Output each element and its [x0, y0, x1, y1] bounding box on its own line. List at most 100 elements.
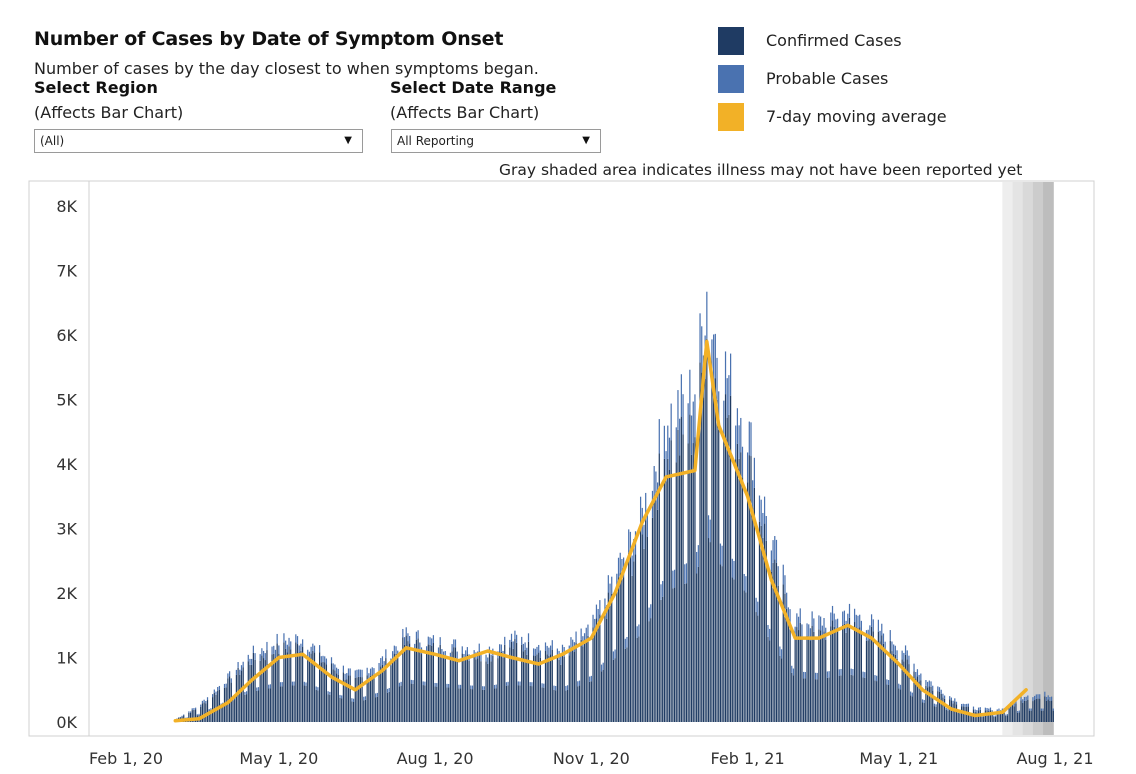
- bar-confirmed: [682, 434, 684, 722]
- bar-confirmed: [505, 685, 508, 722]
- bar-probable: [325, 658, 328, 665]
- bar-probable: [595, 604, 598, 619]
- bar-confirmed: [339, 697, 341, 722]
- bar-probable: [482, 686, 484, 690]
- bar-confirmed: [590, 681, 592, 722]
- y-tick-label: 0K: [56, 713, 77, 732]
- bar-confirmed: [303, 685, 305, 722]
- bar-probable: [400, 681, 402, 686]
- bar-probable: [341, 695, 343, 699]
- bar-probable: [485, 654, 487, 662]
- bar-probable: [230, 678, 232, 683]
- bar-probable: [677, 390, 679, 430]
- bar-probable: [1044, 691, 1046, 697]
- bar-probable: [855, 614, 857, 628]
- bar-probable: [532, 648, 535, 656]
- bar-confirmed: [772, 562, 774, 722]
- bar-confirmed: [696, 573, 698, 722]
- bar-probable: [801, 624, 803, 637]
- y-tick-label: 4K: [56, 455, 77, 474]
- bar-probable: [575, 631, 577, 643]
- bar-probable: [417, 630, 419, 639]
- bar-confirmed: [1000, 712, 1002, 722]
- bar-confirmed: [848, 617, 851, 722]
- bar-probable: [351, 698, 353, 702]
- bar-confirmed: [342, 672, 345, 722]
- region-dropdown[interactable]: (All) ▼: [34, 129, 363, 153]
- bar-probable: [894, 645, 896, 655]
- bar-confirmed: [735, 459, 737, 722]
- bar-confirmed: [804, 678, 806, 722]
- bar-confirmed: [402, 637, 404, 722]
- bar-confirmed: [971, 715, 973, 722]
- bar-probable: [762, 512, 764, 538]
- bar-confirmed: [701, 372, 703, 722]
- x-tick-label: May 1, 20: [239, 749, 318, 768]
- bar-probable: [780, 649, 783, 659]
- bar-confirmed: [441, 655, 443, 722]
- bar-probable: [709, 519, 711, 543]
- bar-probable: [607, 575, 609, 593]
- bar-confirmed: [910, 695, 912, 722]
- bar-confirmed: [665, 481, 667, 722]
- bar-confirmed: [381, 664, 384, 722]
- bar-probable: [816, 672, 818, 680]
- bar-probable: [811, 611, 813, 626]
- bar-probable: [527, 633, 530, 642]
- bar-probable: [1047, 695, 1049, 700]
- bar-confirmed: [811, 625, 813, 722]
- x-tick-label: Aug 1, 21: [1016, 749, 1093, 768]
- bar-confirmed: [415, 639, 418, 722]
- bar-probable: [332, 663, 334, 670]
- bar-confirmed: [680, 416, 682, 722]
- bar-probable: [560, 656, 562, 665]
- bar-probable: [757, 601, 759, 616]
- bar-confirmed: [188, 712, 190, 722]
- bar-probable: [354, 670, 356, 678]
- bar-confirmed: [570, 647, 572, 722]
- bar-confirmed: [313, 652, 316, 722]
- bar-probable: [621, 559, 623, 579]
- plot-frame: [28, 180, 1095, 737]
- bar-probable: [504, 636, 506, 645]
- bar-confirmed: [451, 651, 453, 722]
- bar-probable: [731, 558, 733, 578]
- bar-probable: [685, 563, 688, 584]
- bar-confirmed: [332, 669, 334, 722]
- bar-confirmed: [679, 455, 681, 722]
- bar-confirmed: [568, 655, 570, 722]
- date-range-dropdown[interactable]: All Reporting ▼: [391, 129, 601, 153]
- bar-probable: [223, 683, 226, 688]
- bar-probable: [617, 557, 620, 578]
- bar-confirmed: [488, 654, 491, 722]
- bar-probable: [726, 378, 728, 418]
- bar-probable: [310, 646, 312, 654]
- bar-probable: [429, 637, 431, 645]
- bar-confirmed: [483, 689, 485, 722]
- bar-probable: [976, 710, 978, 713]
- bar-confirmed: [803, 678, 805, 722]
- bar-confirmed: [532, 655, 535, 722]
- bar-probable: [743, 573, 745, 591]
- bar-confirmed: [993, 716, 995, 722]
- bar-probable: [1028, 708, 1031, 711]
- bar-probable: [723, 400, 725, 438]
- bar-confirmed: [628, 552, 630, 722]
- bar-probable: [597, 608, 599, 623]
- bar-confirmed: [361, 677, 363, 722]
- bar-probable: [366, 667, 368, 676]
- bar-probable: [347, 668, 350, 676]
- bar-probable: [439, 637, 441, 645]
- bar-probable: [495, 684, 497, 689]
- bar-confirmed: [752, 507, 754, 722]
- bar-confirmed: [648, 621, 650, 722]
- bar-confirmed: [461, 653, 463, 722]
- bar-confirmed: [845, 632, 847, 722]
- bar-probable: [1037, 694, 1039, 699]
- bar-confirmed: [308, 658, 311, 722]
- bar-probable: [752, 480, 754, 508]
- bar-confirmed: [738, 458, 740, 722]
- bar-probable: [852, 669, 854, 676]
- bar-probable: [585, 627, 587, 639]
